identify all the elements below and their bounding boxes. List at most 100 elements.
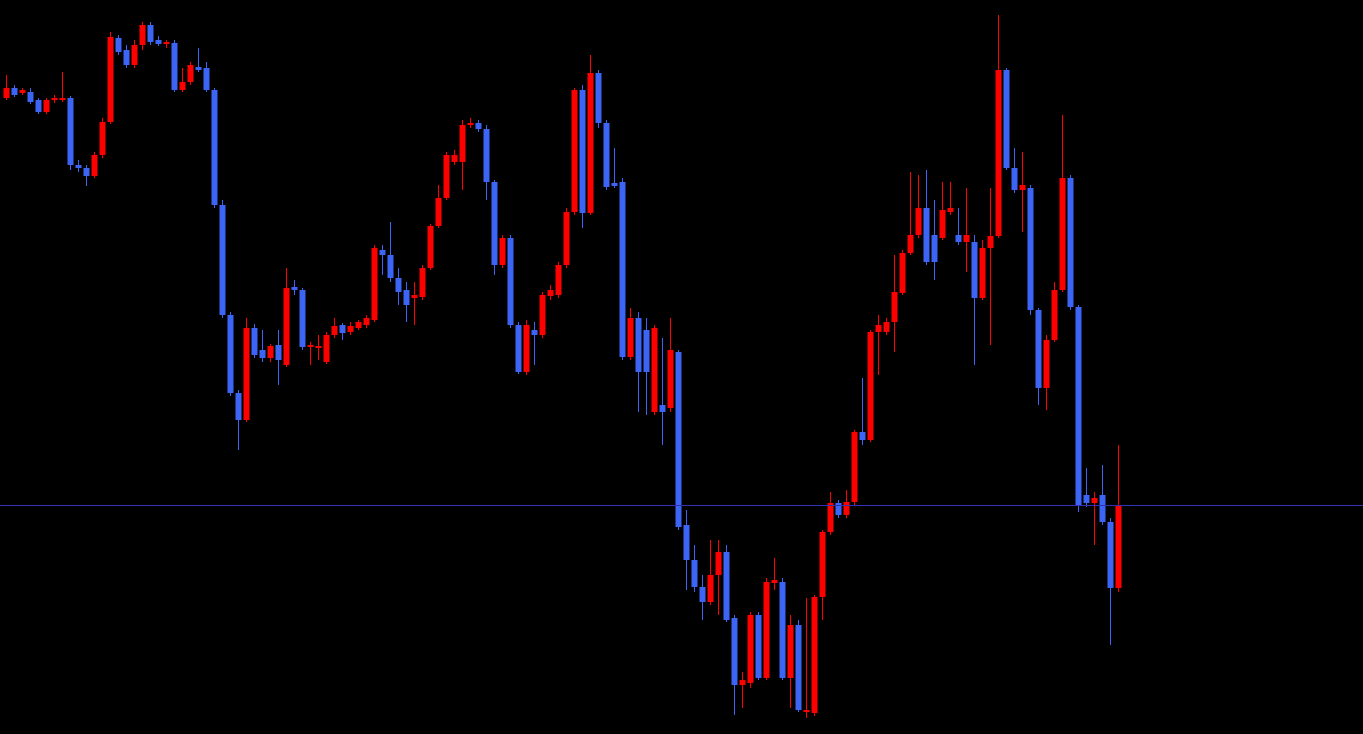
candle-body — [627, 318, 634, 357]
candle-body — [699, 587, 706, 602]
candle-body — [355, 322, 362, 328]
candle-body — [811, 597, 818, 713]
candle-body — [179, 82, 186, 90]
candle-body — [643, 330, 650, 372]
candle-body — [651, 328, 658, 412]
candle-body — [499, 238, 506, 265]
candle-body — [1091, 498, 1098, 503]
candle-body — [459, 125, 466, 162]
candle-body — [155, 40, 162, 44]
candle-body — [1083, 495, 1090, 503]
candle-body — [379, 250, 386, 255]
candle-body — [371, 248, 378, 320]
candle-body — [1099, 495, 1106, 522]
candle-body — [843, 502, 850, 515]
candle-body — [547, 290, 554, 296]
candle-body — [859, 432, 866, 440]
candle-body — [275, 345, 282, 360]
candle-body — [827, 503, 834, 532]
candle-body — [691, 560, 698, 587]
candle-body — [307, 345, 314, 347]
candle-body — [491, 182, 498, 265]
candle-body — [299, 290, 306, 347]
candle-body — [419, 268, 426, 297]
candle-body — [27, 92, 34, 102]
candle-body — [147, 25, 154, 42]
candle-body — [563, 212, 570, 265]
candle-body — [507, 238, 514, 325]
candle-body — [1011, 168, 1018, 190]
candle-body — [1115, 505, 1122, 588]
candle-body — [11, 88, 18, 95]
candle-body — [1051, 290, 1058, 340]
candle-body — [515, 325, 522, 372]
candle-body — [435, 198, 442, 226]
candle-body — [819, 532, 826, 597]
candle-body — [1059, 178, 1066, 290]
candle-body — [267, 346, 274, 358]
candle-body — [43, 100, 50, 112]
candle-body — [1019, 185, 1026, 190]
candle-body — [227, 315, 234, 393]
candle-body — [243, 328, 250, 420]
candle-body — [1003, 70, 1010, 168]
candle-body — [1107, 522, 1114, 588]
candle-body — [611, 183, 618, 186]
candle-body — [475, 123, 482, 129]
candle-body — [571, 90, 578, 212]
candle-body — [619, 182, 626, 357]
candle-body — [131, 45, 138, 65]
candle-body — [987, 236, 994, 248]
candle-body — [171, 43, 178, 90]
candle-body — [763, 582, 770, 678]
candle-body — [755, 615, 762, 678]
candle-body — [195, 67, 202, 70]
candle-body — [851, 432, 858, 502]
candle-body — [899, 253, 906, 293]
candle-body — [779, 582, 786, 678]
candle-body — [731, 618, 738, 685]
candle-body — [291, 287, 298, 290]
candle-body — [739, 680, 746, 685]
candle-body — [1067, 178, 1074, 307]
candle-body — [91, 155, 98, 176]
candle-body — [251, 328, 258, 355]
candle-body — [675, 352, 682, 527]
candle-body — [3, 88, 10, 98]
candle-body — [875, 325, 882, 332]
candle-body — [59, 98, 66, 100]
candle-body — [707, 575, 714, 602]
candle-body — [603, 123, 610, 187]
candle-body — [467, 123, 474, 125]
candle-body — [531, 330, 538, 335]
candle-body — [963, 235, 970, 242]
candle-body — [683, 525, 690, 560]
candle-body — [803, 710, 810, 712]
candle-body — [915, 208, 922, 235]
candle-body — [451, 155, 458, 162]
candle-body — [867, 332, 874, 440]
candle-body — [339, 325, 346, 333]
candle-body — [219, 205, 226, 315]
candle-body — [211, 90, 218, 205]
candle-body — [883, 322, 890, 332]
candle-body — [115, 38, 122, 52]
candle-body — [723, 552, 730, 620]
candle-body — [51, 98, 58, 100]
candle-body — [99, 122, 106, 155]
candle-body — [579, 90, 586, 213]
candle-body — [667, 350, 674, 408]
candle-body — [395, 278, 402, 292]
candle-body — [795, 625, 802, 710]
candle-body — [979, 248, 986, 298]
candle-body — [1043, 340, 1050, 388]
candle-body — [123, 50, 130, 65]
candle-body — [203, 68, 210, 90]
candle-body — [163, 42, 170, 44]
candle-body — [323, 335, 330, 362]
candle-body — [427, 226, 434, 268]
candle-body — [923, 208, 930, 262]
candle-body — [835, 503, 842, 515]
candle-body — [771, 580, 778, 583]
candle-body — [595, 73, 602, 123]
